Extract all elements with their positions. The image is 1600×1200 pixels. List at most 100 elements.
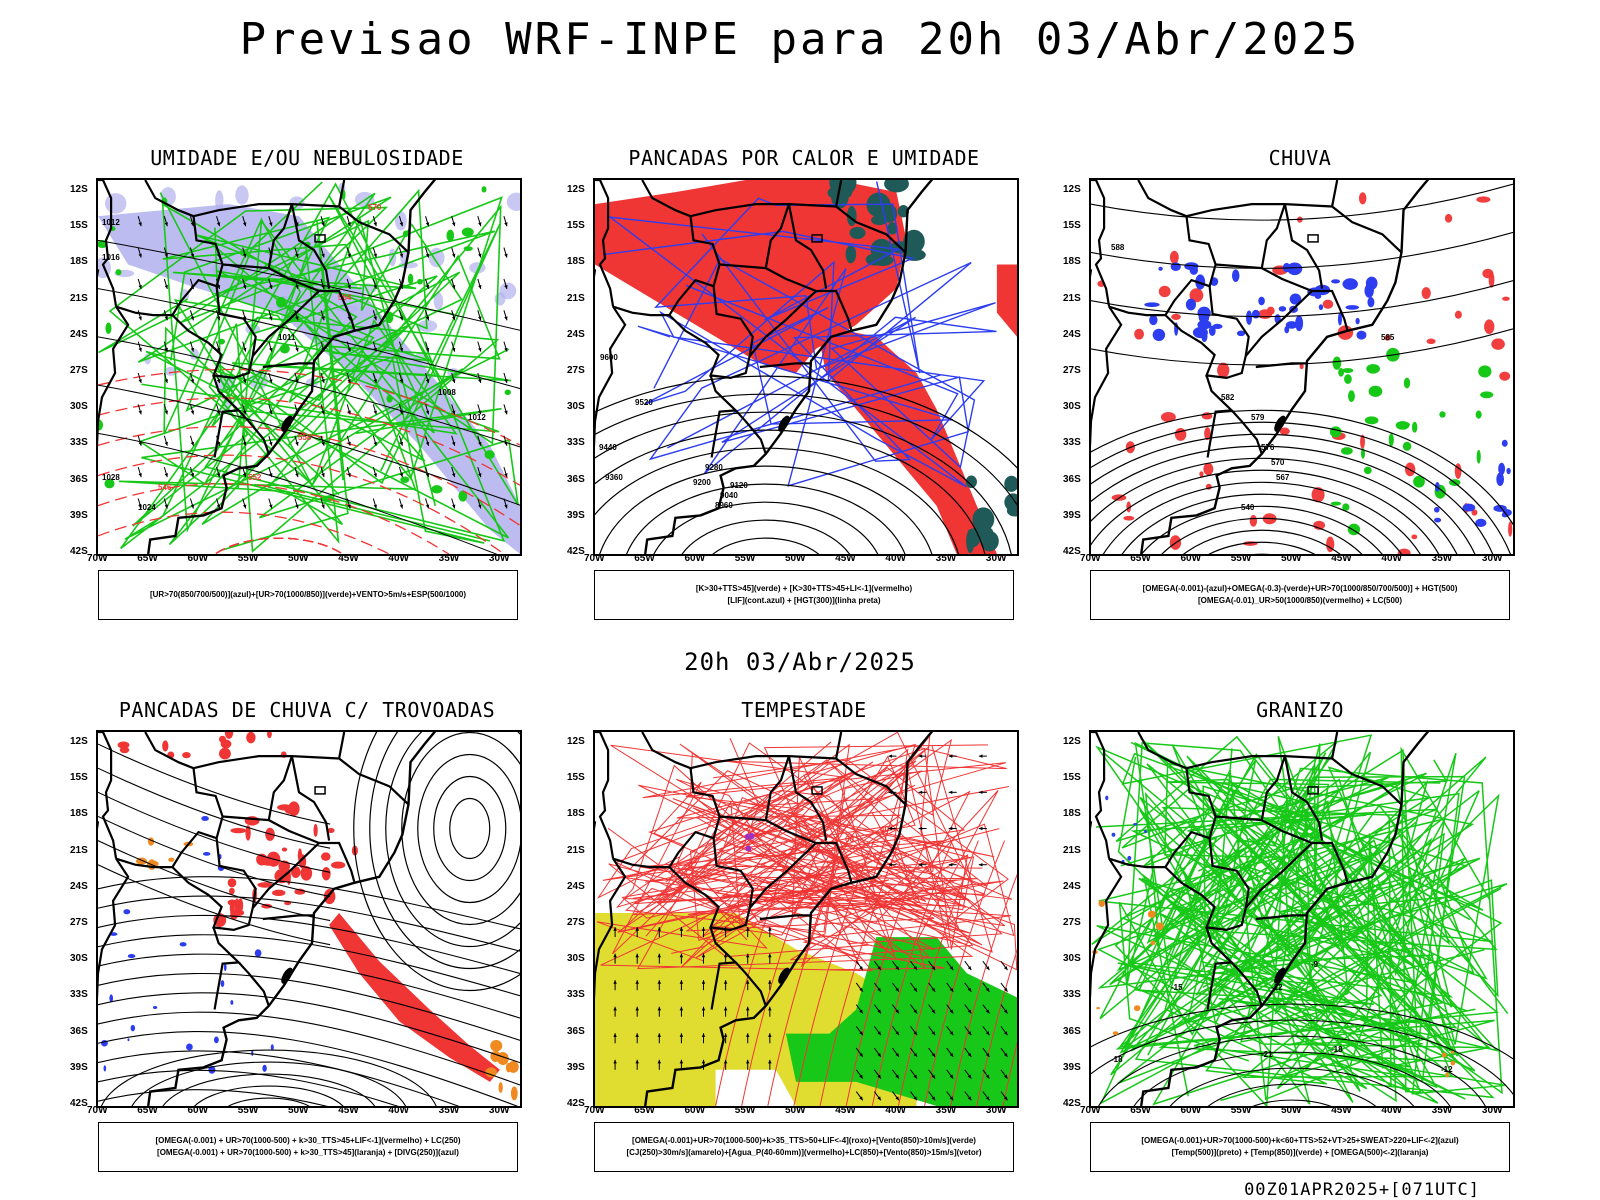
border-line: [222, 815, 320, 845]
wind-vector-head: [295, 473, 299, 478]
wind-vector-head: [859, 987, 863, 992]
wind-vector-head: [985, 987, 990, 992]
map-frame: 1012 1016 1024 1028 1011 1012 1008 570 564 558 552…: [96, 178, 522, 556]
blank-area: [715, 1069, 796, 1106]
field-area: [1258, 296, 1265, 306]
field-area: [1496, 472, 1505, 487]
lat-tick-label: 39S: [1063, 509, 1081, 521]
field-area: [219, 747, 231, 760]
lat-tick-label: 18S: [567, 256, 585, 268]
wind-vector-head: [985, 1074, 990, 1079]
wind-vector-head: [399, 253, 404, 258]
border-line: [595, 858, 627, 999]
border-line: [98, 180, 118, 307]
wind-vector-head: [768, 1059, 772, 1064]
wind-vector-head: [242, 410, 247, 415]
field-area: [1356, 330, 1367, 340]
lon-tick-label: 55W: [237, 553, 259, 564]
pressure-isoline: [98, 288, 520, 390]
field-area: [428, 247, 445, 268]
field-area: [1133, 823, 1138, 826]
wind-vector-head: [859, 1009, 863, 1014]
contour-label: 9200: [693, 478, 711, 487]
field-area: [208, 1065, 216, 1074]
geopotential-isoline: [595, 393, 1017, 506]
wind-vector-head: [216, 316, 221, 321]
wind-vector-head: [425, 504, 430, 509]
wind-vector-head: [657, 927, 662, 931]
field-area: [1441, 1052, 1447, 1058]
field-area: [104, 478, 115, 489]
streamline: [227, 1097, 310, 1106]
field-area: [884, 180, 909, 193]
wind-vector-head: [138, 316, 142, 321]
field-area: [1134, 328, 1144, 340]
legend-line: [CJ(250)>30m/s](amarelo)+[Agua_P(40-60mm…: [626, 1148, 982, 1157]
wind-vector-head: [948, 826, 953, 831]
field-area: [402, 230, 409, 238]
field-area: [504, 389, 511, 395]
field-area: [1204, 427, 1211, 441]
lat-tick-label: 30S: [1063, 953, 1081, 965]
field-area: [1318, 304, 1324, 311]
lat-tick-label: 39S: [1063, 1061, 1081, 1073]
wind-vector-head: [723, 980, 728, 984]
geopotential-isoline: [1208, 541, 1316, 554]
contour-label: 588: [1111, 243, 1125, 252]
wind-vector-head: [399, 222, 404, 227]
field-area: [103, 1065, 107, 1072]
field-area: [1471, 509, 1478, 516]
wind-vector-head: [425, 316, 430, 321]
temp-500-isoline: [1207, 1083, 1377, 1106]
field-area: [1355, 317, 1360, 325]
border-line: [668, 838, 754, 932]
coastline-east: [644, 180, 934, 554]
streamline-850: [767, 840, 849, 1106]
wind-vector-head: [1003, 1052, 1008, 1057]
field-area: [1251, 309, 1260, 319]
field-area: [220, 980, 225, 987]
lake: [281, 967, 293, 984]
field-area: [966, 528, 981, 548]
thickness-isoline: [98, 483, 450, 554]
temp-500-isoline: [1091, 1003, 1513, 1060]
thunder-area: [329, 913, 500, 1082]
field-area: [213, 1036, 219, 1044]
wind-vector-head: [949, 1052, 954, 1057]
contour-label: 1011: [278, 333, 296, 342]
lon-tick-label: 30W: [985, 553, 1007, 564]
field-area: [1185, 298, 1197, 311]
field-area: [1279, 427, 1290, 435]
field-area: [1155, 922, 1164, 931]
field-area: [1332, 356, 1342, 370]
wind-vector-head: [478, 347, 482, 352]
border-line: [787, 203, 828, 289]
border-line: [1283, 203, 1324, 289]
contour-label: 564: [338, 293, 352, 302]
border-line: [338, 732, 346, 759]
field-area: [1329, 426, 1342, 438]
field-area: [219, 735, 226, 743]
wind-vector-head: [478, 316, 482, 321]
field-area: [1189, 288, 1204, 303]
legend-line: [OMEGA(-0.001) + UR>70(1000-500) + k>30_…: [155, 1136, 461, 1145]
lon-tick-label: 40W: [388, 553, 409, 564]
field-area: [117, 741, 130, 749]
lon-tick-label: 65W: [634, 553, 655, 564]
wind-vector-head: [399, 316, 404, 321]
streamline: [98, 1069, 399, 1106]
streamline: [98, 1031, 519, 1106]
border-line: [1091, 732, 1111, 859]
thickness-isoline: [98, 397, 520, 486]
lon-tick-label: 50W: [1280, 553, 1302, 564]
field-area: [1212, 323, 1223, 330]
field-area: [1284, 326, 1290, 334]
field-area: [1364, 283, 1374, 298]
wind-vector-head: [451, 441, 456, 446]
field-area: [1462, 503, 1476, 512]
streamline-850: [621, 742, 1006, 927]
run-info: 00Z01APR2025+[071UTC]: [1244, 1180, 1480, 1200]
wind-vector-head: [425, 284, 430, 289]
lon-tick-label: 45W: [338, 1105, 359, 1116]
field-area: [1192, 327, 1208, 339]
